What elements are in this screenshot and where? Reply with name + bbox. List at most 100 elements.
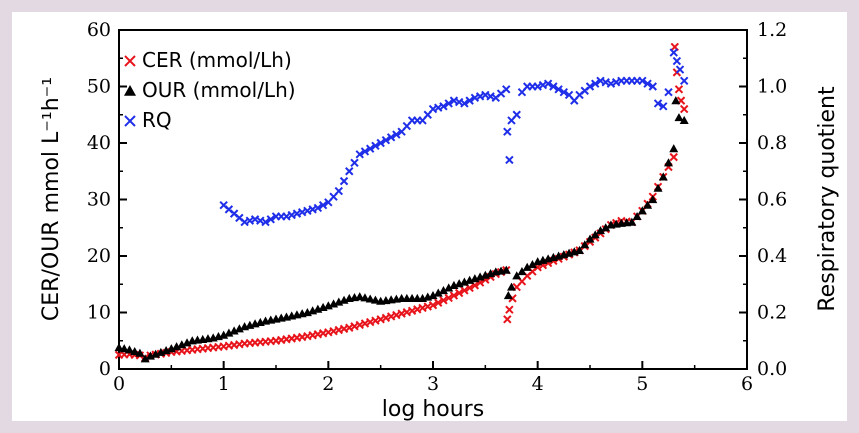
data-point: [580, 240, 590, 249]
data-point: [365, 144, 375, 153]
data-point: [444, 283, 454, 292]
data-point: [503, 127, 512, 136]
data-point: [669, 144, 679, 153]
y-right-tick-label: 0.0: [757, 358, 787, 380]
data-point: [674, 113, 684, 122]
x-tick-label: 5: [636, 373, 648, 395]
x-tick-label: 0: [113, 373, 125, 395]
data-point: [119, 344, 129, 353]
x-tick-label: 4: [532, 373, 544, 395]
x-tick-label: 2: [322, 373, 334, 395]
data-point: [503, 315, 512, 324]
data-point: [669, 152, 678, 162]
data-point: [460, 286, 469, 295]
data-point: [674, 85, 684, 94]
data-point: [658, 172, 668, 181]
ticks-layer: 0 1 2 3 4 5 601020304050600.00.20.40.60.81.01.…: [87, 19, 787, 395]
data-point: [334, 186, 344, 196]
series-1: [114, 96, 689, 363]
legend-marker-0: [124, 55, 136, 67]
data-point: [224, 328, 234, 337]
data-point: [365, 294, 375, 303]
data-point: [371, 141, 380, 151]
data-point: [266, 215, 275, 224]
x-axis-label: log hours: [382, 397, 484, 421]
y-left-tick-label: 60: [87, 19, 111, 41]
plot-area: [118, 29, 748, 370]
y-right-tick-label: 1.2: [757, 19, 787, 41]
y-left-tick-label: 50: [87, 76, 111, 98]
legend-marker-2: [124, 115, 136, 127]
data-point: [543, 79, 553, 88]
data-point: [350, 158, 359, 167]
data-point: [653, 183, 663, 192]
y-right-axis-label: Respiratory quotient: [815, 86, 840, 312]
data-point: [679, 104, 689, 114]
data-point: [360, 293, 370, 302]
x-tick-label: 3: [427, 373, 439, 395]
data-point: [517, 267, 527, 276]
data-point: [140, 354, 150, 363]
x-tick-label: 6: [741, 373, 753, 395]
data-point: [643, 200, 653, 209]
data-point: [124, 345, 134, 354]
data-point: [679, 76, 689, 86]
data-point: [512, 110, 521, 119]
data-point: [671, 96, 681, 105]
data-point: [632, 211, 642, 221]
data-point: [590, 230, 600, 239]
data-point: [502, 85, 511, 94]
data-point: [659, 102, 668, 111]
data-point: [559, 87, 569, 97]
data-point: [114, 343, 124, 352]
data-point: [130, 346, 140, 356]
data-point: [669, 48, 678, 57]
data-point: [345, 167, 354, 176]
legend-label-0: CER (mmol/Lh): [142, 48, 292, 72]
series-2: [219, 48, 689, 227]
data-point: [313, 203, 323, 213]
y-right-tick-label: 0.4: [757, 245, 787, 267]
x-tick-label: 1: [218, 373, 230, 395]
data-point: [591, 79, 600, 88]
data-point: [438, 285, 448, 295]
data-point: [575, 245, 585, 254]
data-point: [433, 288, 443, 297]
data-point: [444, 293, 453, 303]
data-point: [627, 217, 637, 226]
data-point: [648, 195, 658, 204]
data-point: [637, 206, 647, 215]
data-point: [643, 79, 652, 88]
data-point: [507, 282, 516, 291]
data-point: [355, 292, 365, 301]
data-point: [386, 133, 396, 142]
data-point: [234, 324, 244, 333]
data-point: [527, 259, 537, 269]
y-left-tick-label: 30: [87, 189, 111, 211]
y-right-tick-label: 0.8: [757, 132, 787, 154]
y-left-tick-label: 0: [99, 358, 111, 380]
data-point: [653, 99, 663, 108]
data-point: [664, 158, 673, 167]
data-point: [355, 150, 364, 159]
legend-label-1: OUR (mmol/Lh): [142, 78, 296, 102]
data-point: [428, 300, 438, 310]
data-point: [503, 291, 513, 300]
data-point: [585, 234, 595, 243]
legend: CER (mmol/Lh) OUR (mmol/Lh) RQ: [124, 48, 296, 132]
y-left-tick-label: 20: [87, 245, 111, 267]
data-point: [585, 82, 595, 91]
data-point: [505, 305, 514, 314]
data-point: [370, 295, 380, 304]
data-point: [434, 298, 443, 307]
data-point: [501, 265, 511, 274]
data-point: [512, 271, 522, 280]
data-point: [679, 115, 689, 124]
y-right-tick-label: 0.6: [757, 189, 787, 211]
data-point: [392, 130, 401, 139]
data-point: [229, 326, 239, 335]
data-point: [648, 82, 658, 91]
data-point: [428, 291, 438, 300]
data-point: [601, 223, 611, 232]
data-point: [675, 65, 685, 74]
